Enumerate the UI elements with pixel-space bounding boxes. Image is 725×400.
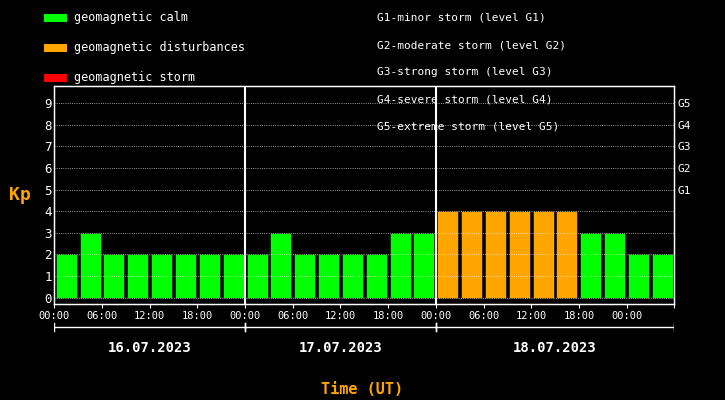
Bar (199, 254, 220, 298)
Bar (604, 233, 625, 298)
Bar (175, 254, 196, 298)
Bar (389, 233, 410, 298)
Bar (128, 254, 149, 298)
Text: geomagnetic calm: geomagnetic calm (74, 12, 188, 24)
Bar (342, 254, 363, 298)
Bar (461, 211, 482, 298)
Bar (509, 211, 530, 298)
Bar (247, 254, 268, 298)
Bar (365, 254, 386, 298)
Bar (294, 254, 315, 298)
Bar (104, 254, 125, 298)
Text: G2-moderate storm (level G2): G2-moderate storm (level G2) (377, 40, 566, 50)
Text: geomagnetic disturbances: geomagnetic disturbances (74, 42, 245, 54)
Bar (223, 254, 244, 298)
Bar (652, 254, 673, 298)
Text: G3-strong storm (level G3): G3-strong storm (level G3) (377, 67, 552, 77)
Text: G4-severe storm (level G4): G4-severe storm (level G4) (377, 94, 552, 104)
Text: G1-minor storm (level G1): G1-minor storm (level G1) (377, 13, 546, 23)
Text: Time (UT): Time (UT) (321, 382, 404, 398)
Text: 17.07.2023: 17.07.2023 (299, 341, 382, 355)
Bar (437, 211, 458, 298)
Text: 16.07.2023: 16.07.2023 (108, 341, 191, 355)
Bar (152, 254, 172, 298)
Bar (557, 211, 577, 298)
Text: 18.07.2023: 18.07.2023 (513, 341, 597, 355)
Bar (413, 233, 434, 298)
Bar (533, 211, 554, 298)
Bar (580, 233, 601, 298)
Bar (56, 254, 77, 298)
Text: geomagnetic storm: geomagnetic storm (74, 72, 195, 84)
Bar (485, 211, 506, 298)
Bar (80, 233, 101, 298)
Bar (318, 254, 339, 298)
Text: Kp: Kp (9, 186, 31, 204)
Bar (270, 233, 291, 298)
Text: G5-extreme storm (level G5): G5-extreme storm (level G5) (377, 122, 559, 132)
Bar (628, 254, 649, 298)
